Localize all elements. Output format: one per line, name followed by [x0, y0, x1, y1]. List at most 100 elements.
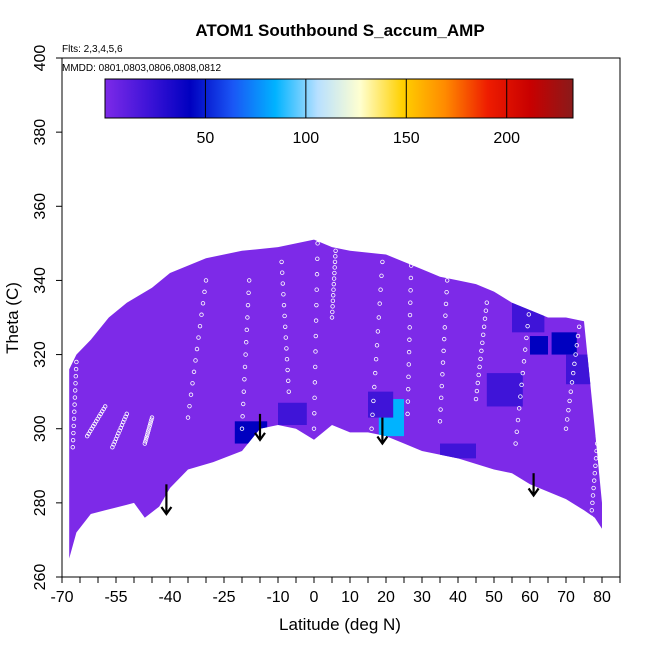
sample-point — [408, 275, 414, 281]
sample-point — [515, 417, 521, 423]
sample-point — [379, 273, 384, 278]
sample-point — [519, 382, 524, 388]
colorbar: 50 100 150 200 — [104, 78, 574, 147]
sample-point — [72, 409, 77, 414]
sample-point — [196, 335, 201, 340]
sample-point — [482, 316, 488, 321]
x-tick-label: 40 — [449, 589, 467, 606]
sample-point — [514, 429, 519, 435]
arrow-head — [160, 506, 173, 516]
sample-point — [590, 500, 595, 506]
sample-point — [525, 323, 530, 329]
sample-point — [142, 441, 147, 446]
sample-point — [566, 407, 571, 413]
sample-point — [371, 398, 376, 404]
sample-point — [73, 366, 79, 372]
sample-point — [243, 340, 249, 345]
sample-point — [372, 384, 377, 390]
sample-point — [146, 428, 151, 433]
sample-point — [407, 337, 412, 342]
sample-point — [440, 372, 445, 377]
sample-point — [330, 304, 335, 309]
sample-point — [286, 378, 291, 384]
sample-point — [591, 485, 596, 491]
sample-point — [405, 399, 411, 404]
sample-point — [70, 445, 75, 450]
tropopause-arrow — [160, 484, 173, 516]
sample-point — [124, 411, 129, 417]
sample-point — [71, 430, 76, 436]
y-axis-label: Theta (C) — [3, 282, 22, 354]
axes: -70 -55 -40 -25 -10 0 10 20 30 40 50 60 70 80 260 280 30… — [32, 45, 621, 606]
sample-point — [593, 456, 599, 461]
sample-point — [329, 315, 335, 320]
sample-point — [569, 380, 575, 385]
sample-point — [594, 448, 599, 454]
sample-point — [476, 372, 481, 378]
x-tick-label: -40 — [158, 589, 181, 606]
sample-point — [571, 370, 576, 376]
sample-point — [376, 315, 381, 320]
sample-point — [72, 388, 78, 393]
sample-point — [240, 401, 246, 407]
sample-point — [331, 281, 336, 287]
sample-point — [592, 471, 597, 476]
sample-point — [72, 402, 77, 407]
dates-label: MMDD: 0801,0803,0806,0808,0812 — [62, 63, 221, 74]
sample-point — [443, 313, 448, 318]
sample-point — [563, 426, 569, 431]
sample-point — [443, 301, 449, 307]
x-tick-label: 50 — [485, 589, 503, 606]
colorbar-bar — [104, 78, 574, 119]
y-tick-label: 280 — [32, 489, 49, 516]
sample-point — [146, 426, 152, 431]
sample-point — [187, 403, 192, 409]
sample-point — [281, 292, 286, 297]
sample-point — [442, 325, 447, 330]
sample-point — [71, 416, 77, 422]
arrow-head — [527, 487, 540, 498]
sample-point — [244, 327, 249, 333]
x-tick-label: 0 — [310, 589, 319, 606]
sample-point — [475, 380, 480, 386]
sample-point — [378, 287, 383, 292]
sample-point — [71, 423, 76, 429]
sample-point — [279, 259, 284, 265]
sample-point — [149, 415, 155, 420]
sample-point — [73, 373, 78, 379]
sample-point — [330, 298, 336, 304]
x-tick-label: -70 — [50, 589, 73, 606]
sample-point — [242, 377, 247, 382]
sample-point — [313, 364, 318, 370]
sample-point — [246, 278, 252, 283]
x-tick-label: 30 — [413, 589, 431, 606]
sample-point — [481, 332, 486, 337]
sample-point — [524, 335, 529, 341]
sample-point — [406, 349, 412, 355]
sample-point — [380, 259, 385, 265]
sample-point — [193, 358, 198, 363]
sample-point — [283, 335, 288, 340]
tropopause-arrow — [527, 473, 540, 498]
sample-point — [409, 263, 414, 268]
sample-point — [568, 389, 573, 394]
sample-point — [445, 278, 450, 283]
heatmap-cell — [551, 332, 577, 355]
sample-point — [143, 437, 149, 442]
sample-point — [200, 301, 206, 306]
heatmap-cell — [486, 373, 523, 407]
sample-point — [575, 333, 581, 339]
x-tick-label: 80 — [593, 589, 611, 606]
sample-point — [239, 426, 245, 431]
sample-point — [370, 412, 375, 418]
sample-point — [333, 248, 338, 253]
sample-point — [481, 324, 487, 329]
sample-point — [484, 300, 489, 305]
y-tick-label: 400 — [32, 45, 49, 72]
sample-point — [526, 312, 531, 317]
sample-point — [590, 493, 596, 498]
y-tick-label: 260 — [32, 564, 49, 591]
sample-point — [407, 312, 413, 318]
sample-point — [577, 324, 582, 329]
